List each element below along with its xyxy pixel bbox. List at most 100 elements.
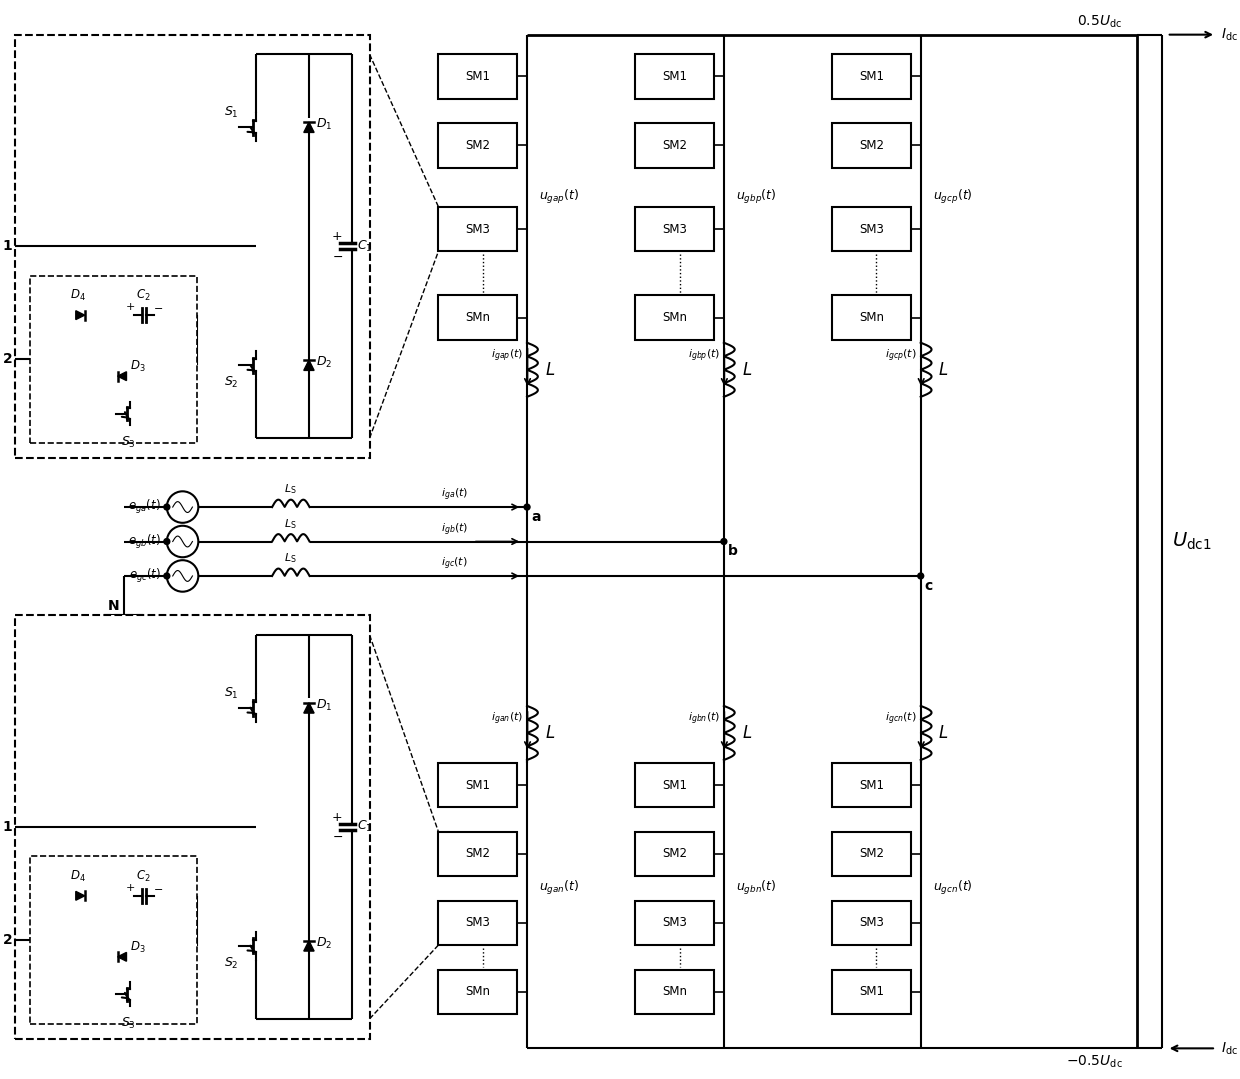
Text: $D_1$: $D_1$: [316, 697, 332, 712]
Text: $-0.5U_{\rm{dc}}$: $-0.5U_{\rm{dc}}$: [1065, 1053, 1122, 1069]
Text: $D_4$: $D_4$: [71, 288, 86, 303]
Text: $i_{gcp}(t)$: $i_{gcp}(t)$: [885, 347, 916, 364]
Text: $-$: $-$: [331, 830, 342, 844]
Text: SM1: SM1: [662, 779, 687, 792]
Bar: [439, 207, 517, 251]
Text: SM1: SM1: [859, 985, 884, 998]
Bar: [30, 857, 197, 1024]
Bar: [30, 276, 197, 443]
Text: SM1: SM1: [662, 70, 687, 83]
Bar: [635, 832, 714, 876]
Text: $D_1$: $D_1$: [316, 117, 332, 132]
Text: SM3: SM3: [662, 222, 687, 235]
Bar: [832, 970, 911, 1014]
Polygon shape: [304, 122, 314, 133]
Text: $i_{ga}(t)$: $i_{ga}(t)$: [440, 487, 467, 503]
Text: $e_{gb}(t)$: $e_{gb}(t)$: [128, 533, 161, 550]
Text: $i_{gc}(t)$: $i_{gc}(t)$: [441, 556, 467, 572]
Bar: [635, 207, 714, 251]
Text: $D_2$: $D_2$: [316, 935, 332, 951]
Text: SM3: SM3: [859, 916, 884, 929]
Bar: [635, 763, 714, 807]
Text: c: c: [925, 579, 932, 592]
Circle shape: [164, 573, 170, 579]
Text: 1: 1: [2, 240, 12, 254]
Text: $S_1$: $S_1$: [224, 106, 239, 121]
Circle shape: [918, 573, 924, 579]
Bar: [439, 296, 517, 340]
Text: 1: 1: [2, 820, 12, 834]
Text: SM3: SM3: [662, 916, 687, 929]
Bar: [635, 970, 714, 1014]
Text: SMn: SMn: [662, 311, 687, 324]
Text: 2: 2: [2, 353, 12, 367]
Text: a: a: [531, 510, 541, 524]
Polygon shape: [304, 360, 314, 370]
Text: $S_3$: $S_3$: [122, 435, 136, 450]
Text: SM2: SM2: [662, 139, 687, 152]
Text: $e_{gc}(t)$: $e_{gc}(t)$: [129, 566, 161, 585]
Text: $S_2$: $S_2$: [224, 956, 238, 971]
Text: $D_3$: $D_3$: [130, 359, 145, 374]
Circle shape: [525, 504, 529, 510]
Text: 2: 2: [2, 933, 12, 947]
Polygon shape: [76, 311, 84, 319]
Text: $L$: $L$: [939, 724, 949, 742]
Text: $C_1$: $C_1$: [357, 819, 372, 834]
Bar: [439, 54, 517, 98]
Text: SMn: SMn: [662, 985, 687, 998]
Text: SM3: SM3: [465, 222, 490, 235]
Bar: [635, 296, 714, 340]
Circle shape: [164, 538, 170, 545]
Text: $u_{gan}(t)$: $u_{gan}(t)$: [539, 879, 579, 898]
Text: $0.5U_{\rm{dc}}$: $0.5U_{\rm{dc}}$: [1078, 13, 1122, 30]
Polygon shape: [304, 941, 314, 951]
Text: SMn: SMn: [859, 311, 884, 324]
Text: $C_2$: $C_2$: [136, 288, 151, 303]
Bar: [832, 123, 911, 167]
Polygon shape: [118, 953, 126, 961]
Text: b: b: [728, 545, 738, 559]
Text: $D_4$: $D_4$: [71, 869, 86, 884]
Text: $+$: $+$: [125, 301, 135, 312]
Bar: [832, 207, 911, 251]
Text: $u_{gap}(t)$: $u_{gap}(t)$: [539, 188, 579, 206]
Text: $+$: $+$: [331, 810, 342, 823]
Bar: [439, 970, 517, 1014]
Text: $-$: $-$: [153, 883, 162, 893]
Text: SM3: SM3: [859, 222, 884, 235]
Text: SM1: SM1: [465, 779, 490, 792]
Text: $L_{\rm{S}}$: $L_{\rm{S}}$: [284, 551, 298, 565]
Polygon shape: [118, 372, 126, 381]
Text: $i_{gan}(t)$: $i_{gan}(t)$: [491, 711, 523, 727]
Text: $\mathbf{N}$: $\mathbf{N}$: [107, 599, 119, 613]
Text: $S_1$: $S_1$: [224, 686, 239, 701]
Text: $U_{\rm{dc1}}$: $U_{\rm{dc1}}$: [1172, 531, 1211, 552]
Text: $u_{gcn}(t)$: $u_{gcn}(t)$: [932, 879, 972, 898]
Text: $C_1$: $C_1$: [357, 238, 372, 254]
Text: $L$: $L$: [742, 724, 751, 742]
Bar: [15, 35, 370, 457]
Text: $L_{\rm{S}}$: $L_{\rm{S}}$: [284, 517, 298, 531]
Text: $-$: $-$: [331, 249, 342, 262]
Text: $i_{gcn}(t)$: $i_{gcn}(t)$: [885, 711, 916, 727]
Text: SM2: SM2: [859, 847, 884, 860]
Bar: [832, 901, 911, 945]
Bar: [635, 123, 714, 167]
Text: $i_{gbn}(t)$: $i_{gbn}(t)$: [688, 711, 720, 727]
Bar: [439, 123, 517, 167]
Bar: [832, 763, 911, 807]
Text: SM1: SM1: [859, 779, 884, 792]
Text: SM2: SM2: [662, 847, 687, 860]
Bar: [635, 901, 714, 945]
Text: $u_{gbp}(t)$: $u_{gbp}(t)$: [735, 188, 776, 206]
Bar: [832, 832, 911, 876]
Polygon shape: [304, 702, 314, 713]
Bar: [439, 901, 517, 945]
Text: $-$: $-$: [153, 302, 162, 312]
Text: SMn: SMn: [465, 311, 490, 324]
Text: $+$: $+$: [331, 230, 342, 243]
Text: $L$: $L$: [544, 724, 556, 742]
Text: $L$: $L$: [939, 360, 949, 379]
Text: $L$: $L$: [742, 360, 751, 379]
